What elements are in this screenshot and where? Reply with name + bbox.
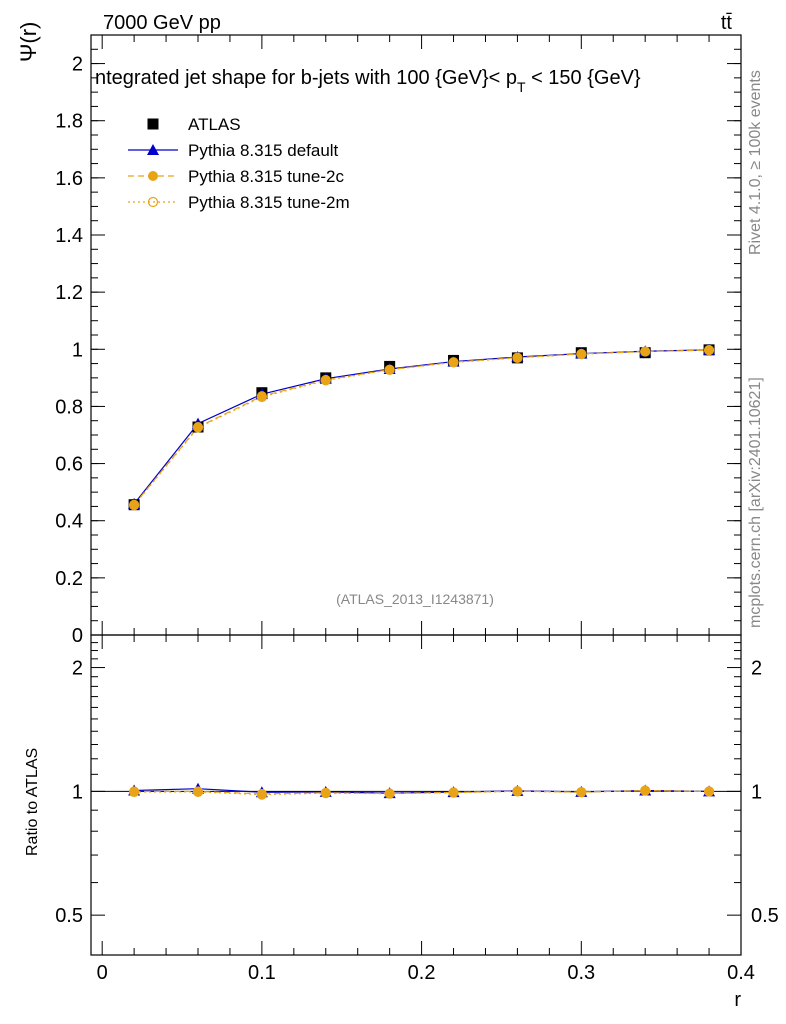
main-point-pythia-8-315-tune-2c <box>640 346 651 357</box>
energy-label: 7000 GeV pp <box>103 12 221 34</box>
main-series <box>128 343 716 511</box>
main-x-ticks <box>101 35 742 635</box>
analysis-id-label: (ATLAS_2013_I1243871) <box>336 591 494 607</box>
process-label: tt̄ <box>721 12 733 34</box>
ratio-point-pythia-8-315-tune-2c <box>320 787 331 798</box>
legend: ATLAS Pythia 8.315 default Pythia 8.315 tu… <box>128 115 350 212</box>
ratio-y-tick-label-right: 0.5 <box>751 905 779 927</box>
main-y-tick-label: 1.8 <box>55 111 83 133</box>
main-y-tick-label: 0.8 <box>55 396 83 418</box>
x-axis: 0 0.1 0.2 0.3 0.4 <box>97 635 755 984</box>
main-line-pythia-8-315-tune-2m <box>133 349 710 506</box>
mcplots-label: mcplots.cern.ch [arXiv:2401.10621] <box>747 377 764 628</box>
ratio-line-pythia-8-315-tune-2c <box>134 790 710 795</box>
main-point-pythia-8-315-tune-2c <box>384 364 395 375</box>
ratio-point-pythia-8-315-tune-2c <box>512 786 523 797</box>
ratio-line-pythia-8-315-tune-2m <box>134 790 710 796</box>
ratio-point-pythia-8-315-tune-2c <box>193 786 204 797</box>
ratio-y-axis: 0.5 0.5 1 1 2 2 <box>55 642 779 956</box>
main-y-tick-label: 1.4 <box>55 225 83 247</box>
ratio-line-pythia-8-315-default <box>134 788 710 794</box>
ratio-y-tick-label-right: 1 <box>751 781 762 803</box>
main-line-pythia-8-315-tune-2c <box>133 349 710 506</box>
ratio-y-tick-label: 1 <box>72 781 83 803</box>
rivet-version-label: Rivet 4.1.0, ≥ 100k events <box>747 70 764 255</box>
main-point-pythia-8-315-tune-2c <box>320 374 331 385</box>
legend-marker-pythia-8-315-tune-2c <box>148 171 158 181</box>
main-y-tick-label: 0.2 <box>55 568 83 590</box>
legend-marker-atlas <box>147 118 159 130</box>
main-y-tick-label: 0.4 <box>55 511 83 533</box>
ratio-series <box>128 782 716 800</box>
plot-title: ntegrated jet shape for b-jets with 100 … <box>95 67 641 95</box>
plot-title-sub: T <box>517 79 526 95</box>
main-point-pythia-8-315-tune-2c <box>448 357 459 368</box>
main-point-pythia-8-315-tune-2c <box>256 391 267 402</box>
plot-title-main: ntegrated jet shape for b-jets with 100 … <box>95 67 517 89</box>
legend-marker-pythia-8-315-default <box>147 144 159 155</box>
ratio-point-pythia-8-315-tune-2c <box>129 786 140 797</box>
main-point-pythia-8-315-tune-2c <box>193 422 204 432</box>
ratio-point-pythia-8-315-tune-2c <box>448 787 459 798</box>
legend-marker-pythia-8-315-tune-2m <box>147 196 159 208</box>
x-tick-label: 0.2 <box>408 962 436 984</box>
main-line-pythia-8-315-default <box>133 349 710 505</box>
ratio-y-tick-label: 2 <box>72 658 83 680</box>
ratio-point-pythia-8-315-tune-2c <box>704 786 715 797</box>
main-point-pythia-8-315-tune-2c <box>576 348 587 359</box>
main-point-pythia-8-315-tune-2c <box>704 345 715 356</box>
main-point-pythia-8-315-tune-2c <box>129 499 140 510</box>
main-y-tick-label: 0 <box>72 625 83 647</box>
x-tick-label: 0.4 <box>727 962 755 984</box>
ratio-plot-frame <box>90 634 742 956</box>
main-y-tick-label: 0.6 <box>55 454 83 476</box>
x-tick-label: 0.1 <box>248 962 276 984</box>
main-point-pythia-8-315-tune-2c <box>512 352 523 363</box>
main-y-tick-label: 1.6 <box>55 168 83 190</box>
main-y-tick-label: 2 <box>72 54 83 76</box>
x-tick-label: 0.3 <box>567 962 595 984</box>
ratio-point-pythia-8-315-tune-2c <box>640 785 651 796</box>
ratio-point-pythia-8-315-tune-2c <box>384 788 395 799</box>
x-axis-label: r <box>734 989 741 1011</box>
legend-label-pythia-8-315-tune-2c: Pythia 8.315 tune-2c <box>188 167 344 186</box>
plot-title-tail: < 150 {GeV} <box>526 67 641 89</box>
ratio-point-pythia-8-315-tune-2c <box>256 788 267 799</box>
x-tick-label: 0 <box>97 962 108 984</box>
main-y-tick-label: 1 <box>72 339 83 361</box>
ratio-point-pythia-8-315-tune-2c <box>576 787 587 798</box>
ratio-y-tick-label-right: 2 <box>751 658 762 680</box>
main-y-axis: 0 0.2 0.4 0.6 0.8 1 1.2 1.4 1.6 1.8 2 <box>55 48 741 647</box>
main-y-label: Ψ(r) <box>16 22 41 62</box>
ratio-y-tick-label: 0.5 <box>55 905 83 927</box>
legend-label-atlas: ATLAS <box>188 115 241 134</box>
legend-label-pythia-8-315-tune-2m: Pythia 8.315 tune-2m <box>188 193 350 212</box>
main-y-tick-label: 1.2 <box>55 282 83 304</box>
legend-label-pythia-8-315-default: Pythia 8.315 default <box>188 141 339 160</box>
ratio-y-label: Ratio to ATLAS <box>24 748 41 856</box>
